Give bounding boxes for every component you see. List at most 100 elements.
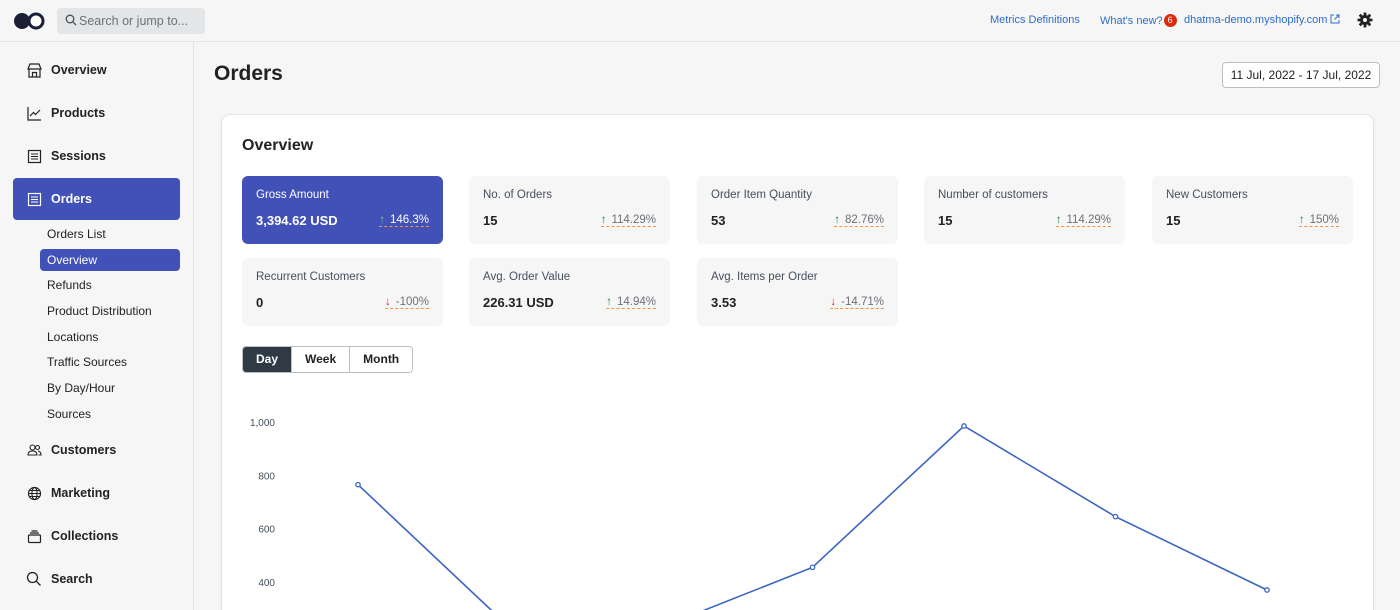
whats-new-link[interactable]: What's new? 6 [1100,14,1177,27]
metric-change: ↑ 150% [1298,214,1339,227]
metric-change-value: 114.29% [1066,214,1111,226]
search-input[interactable] [79,8,201,34]
sidebar-subitem-traffic-sources[interactable]: Traffic Sources [47,355,128,369]
search-box[interactable] [57,8,205,34]
metric-change: ↑ 82.76% [834,214,884,227]
metric-value: 15 [483,213,498,228]
y-tick-label: 400 [258,578,275,589]
overview-card: Overview Gross Amount 3,394.62 USD ↑ 146.… [222,115,1373,610]
app-logo[interactable] [13,11,45,31]
sidebar-subitem-by-day-hour[interactable]: By Day/Hour [47,381,116,395]
page-title: Orders [214,62,283,85]
section-title: Overview [242,137,314,154]
metric-card-new-customers[interactable]: New Customers 15 ↑ 150% [1152,176,1353,244]
search-icon [65,14,77,26]
gear-icon[interactable] [1357,12,1373,28]
date-range-picker[interactable]: 11 Jul, 2022 - 17 Jul, 2022 [1222,62,1380,88]
sidebar-item-label: Customers [51,443,117,457]
collections-icon [26,528,42,544]
metrics-definitions-link[interactable]: Metrics Definitions [990,14,1080,26]
metric-card-avg-items-per-order[interactable]: Avg. Items per Order 3.53 ↓ -14.71% [697,258,898,326]
arrow-up-icon: ↑ [834,214,840,226]
sidebar-subitem-product-distribution[interactable]: Product Distribution [47,304,152,318]
top-bar: Metrics Definitions What's new?6 dhatma-… [0,0,1400,42]
metric-value: 0 [256,295,264,310]
sidebar-item-marketing[interactable]: Marketing [13,472,180,514]
users-icon [26,442,42,458]
arrow-down-icon: ↓ [385,296,391,308]
sidebar: Overview Products Sessions Orders Orders… [0,42,194,610]
sidebar-item-label: Overview [51,63,107,77]
sidebar-item-label: Collections [51,529,119,543]
y-tick-label: 1,000 [250,418,275,429]
sidebar-item-label: Marketing [51,486,111,500]
globe-icon [26,485,42,501]
metric-change-value: 14.94% [616,296,656,308]
whats-new-label: What's new? [1100,15,1163,27]
store-icon [26,62,42,78]
sidebar-item-products[interactable]: Products [13,92,180,134]
metric-card-orders[interactable]: No. of Orders 15 ↑ 114.29% [469,176,670,244]
sidebar-subitem-refunds[interactable]: Refunds [47,278,92,292]
metric-value: 226.31 USD [483,295,554,310]
sidebar-item-label: Sessions [51,149,106,163]
metric-change: ↑ 14.94% [606,296,656,309]
sidebar-subitem-orders-list[interactable]: Orders List [47,227,106,241]
metric-change-value: 82.76% [844,214,884,226]
period-toggle: Day Week Month [242,346,414,373]
y-tick-label: 800 [258,471,275,482]
metric-change: ↑ 114.29% [600,214,656,227]
metric-change-value: -100% [395,296,429,308]
data-point[interactable] [1264,587,1270,593]
data-point[interactable] [1112,513,1119,520]
metric-label: Recurrent Customers [256,271,366,283]
metric-value: 15 [1166,213,1181,228]
metric-label: Avg. Items per Order [711,271,818,283]
data-point[interactable] [355,481,361,488]
metric-card-number-of-customers[interactable]: Number of customers 15 ↑ 114.29% [924,176,1125,244]
metric-card-recurrent-customers[interactable]: Recurrent Customers 0 ↓ -100% [242,258,443,326]
arrow-down-icon: ↓ [830,296,837,308]
notification-badge: 6 [1163,14,1177,27]
arrow-up-icon: ↑ [1055,214,1062,226]
store-link[interactable]: dhatma-demo.myshopify.com [1184,14,1340,26]
metric-value: 53 [711,213,726,228]
orders-list-icon [26,191,42,207]
sidebar-item-collections[interactable]: Collections [13,515,180,557]
sidebar-item-label: Products [51,106,106,120]
metric-change-value: 150% [1309,214,1339,226]
trend-chart-icon [26,105,42,121]
sidebar-subitem-sources[interactable]: Sources [47,407,92,421]
sidebar-subitem-overview[interactable]: Overview [40,249,180,271]
metric-change: ↑ 114.29% [1055,214,1111,227]
metric-label: No. of Orders [483,189,553,201]
sidebar-item-orders[interactable]: Orders [13,178,180,220]
sidebar-item-sessions[interactable]: Sessions [13,135,180,177]
data-point[interactable] [961,423,967,429]
sidebar-subitem-locations[interactable]: Locations [47,330,99,344]
external-link-icon [1330,14,1340,24]
sidebar-item-search[interactable]: Search [13,558,180,600]
metric-label: Number of customers [938,189,1048,201]
sidebar-item-label: Search [51,572,93,586]
data-point[interactable] [809,564,816,571]
metric-value: 15 [938,213,953,228]
arrow-up-icon: ↑ [606,296,612,308]
period-month-button[interactable]: Month [350,347,413,372]
period-week-button[interactable]: Week [292,347,351,372]
metric-value: 3.53 [711,295,737,310]
arrow-up-icon: ↑ [1298,214,1305,226]
metric-card-order-item-quantity[interactable]: Order Item Quantity 53 ↑ 82.76% [697,176,898,244]
arrow-up-icon: ↑ [600,214,607,226]
metric-label: Gross Amount [256,189,329,201]
period-day-button[interactable]: Day [243,347,293,372]
arrow-up-icon: ↑ [379,214,385,226]
sidebar-item-customers[interactable]: Customers [13,429,180,471]
list-icon [26,148,42,164]
series-line [357,425,1268,610]
metric-value: 3,394.62 USD [256,213,338,228]
sidebar-item-overview[interactable]: Overview [13,49,180,91]
metric-change: ↓ -14.71% [830,296,884,309]
metric-card-gross-amount[interactable]: Gross Amount 3,394.62 USD ↑ 146.3% [242,176,443,244]
metric-card-avg-order-value[interactable]: Avg. Order Value 226.31 USD ↑ 14.94% [469,258,670,326]
